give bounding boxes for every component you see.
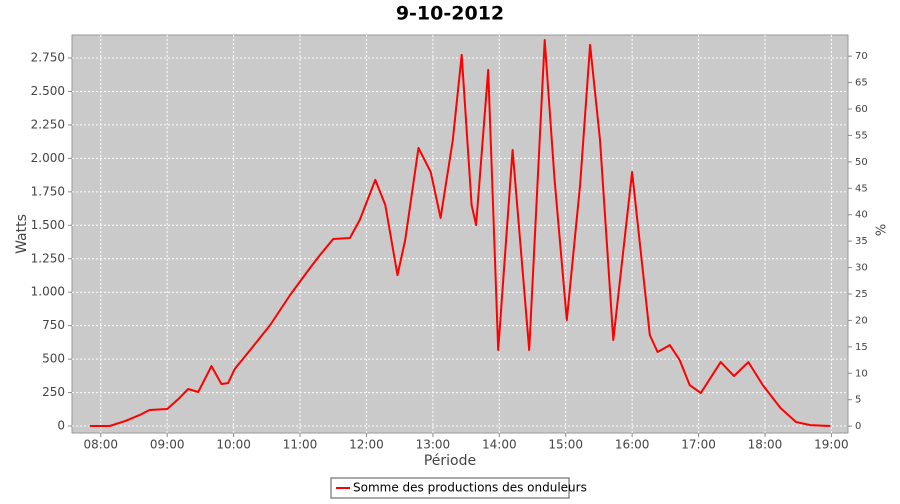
x-tick-label: 17:00 xyxy=(681,438,716,452)
x-axis-label: Période xyxy=(424,453,476,469)
y2-tick-label: 60 xyxy=(855,104,868,115)
legend-label: Somme des productions des onduleurs xyxy=(353,481,587,495)
y2-tick-label: 55 xyxy=(855,130,868,141)
y2-tick-label: 35 xyxy=(855,236,868,247)
x-tick-label: 16:00 xyxy=(615,438,650,452)
y2-tick-label: 10 xyxy=(855,368,868,379)
y-tick-label: 1.500 xyxy=(31,218,65,232)
y-tick-label: 750 xyxy=(42,318,65,332)
y2-tick-label: 50 xyxy=(855,157,868,168)
y-tick-label: 250 xyxy=(42,385,65,399)
y2-axis-label: % xyxy=(875,224,890,236)
y-tick-label: 1.250 xyxy=(31,251,65,265)
y2-tick-label: 5 xyxy=(855,395,861,406)
y-tick-label: 2.500 xyxy=(31,84,65,98)
y-tick-label: 1.750 xyxy=(31,184,65,198)
y2-tick-label: 30 xyxy=(855,263,868,274)
x-tick-label: 10:00 xyxy=(216,438,251,452)
y2-tick-label: 0 xyxy=(855,421,861,432)
y-tick-label: 2.750 xyxy=(31,51,65,65)
y2-tick-label: 15 xyxy=(855,342,868,353)
x-tick-label: 13:00 xyxy=(416,438,451,452)
y-tick-label: 2.250 xyxy=(31,117,65,131)
y-tick-label: 0 xyxy=(57,419,65,433)
y-axis-label: Watts xyxy=(14,214,30,254)
x-tick-label: 12:00 xyxy=(349,438,384,452)
chart-title: 9-10-2012 xyxy=(396,3,504,25)
y-tick-label: 2.000 xyxy=(31,151,65,165)
y2-tick-label: 25 xyxy=(855,289,868,300)
x-tick-label: 11:00 xyxy=(283,438,318,452)
y2-tick-label: 65 xyxy=(855,78,868,89)
y2-tick-label: 70 xyxy=(855,51,868,62)
legend xyxy=(330,477,570,499)
line-series xyxy=(89,39,831,427)
x-tick-label: 15:00 xyxy=(548,438,583,452)
y-tick-label: 1.000 xyxy=(31,285,65,299)
y-tick-label: 500 xyxy=(42,352,65,366)
y2-tick-label: 40 xyxy=(855,210,868,221)
x-tick-label: 18:00 xyxy=(748,438,783,452)
y2-tick-label: 20 xyxy=(855,315,868,326)
y2-tick-label: 45 xyxy=(855,183,868,194)
x-tick-label: 09:00 xyxy=(150,438,185,452)
x-tick-label: 08:00 xyxy=(83,438,118,452)
x-tick-label: 19:00 xyxy=(814,438,849,452)
x-tick-label: 14:00 xyxy=(482,438,517,452)
